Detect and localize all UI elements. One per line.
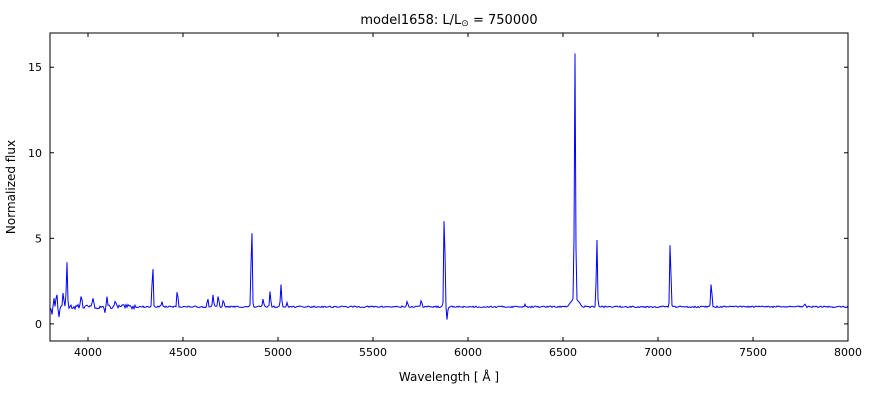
x-tick-label: 4000 [74, 346, 102, 359]
chart-title-prefix: model1658: L/L [360, 13, 462, 28]
axis-ticks: 4000 4500 5000 5500 6000 6500 7000 7500 8000 0 5 10… [28, 33, 862, 359]
y-tick-label: 10 [28, 147, 42, 160]
chart-title: model1658: L/L⊙ = 750000 [360, 13, 537, 29]
spectrum-line [49, 53, 849, 320]
x-tick-label: 7000 [644, 346, 672, 359]
x-tick-label: 4500 [169, 346, 197, 359]
plot-area [50, 33, 848, 341]
axes-frame [49, 32, 849, 342]
x-tick-label: 7500 [739, 346, 767, 359]
x-tick-label: 8000 [834, 346, 862, 359]
y-tick-label: 15 [28, 61, 42, 74]
x-tick-label: 5000 [264, 346, 292, 359]
y-axis-label: Normalized flux [4, 140, 18, 234]
y-tick-label: 5 [35, 232, 42, 245]
chart-title-suffix: = 750000 [469, 13, 538, 28]
x-axis-label: Wavelength [ Å ] [399, 369, 499, 384]
x-tick-label: 6000 [454, 346, 482, 359]
y-tick-label: 0 [35, 318, 42, 331]
sun-symbol-subscript: ⊙ [461, 19, 469, 29]
x-tick-label: 5500 [359, 346, 387, 359]
x-tick-label: 6500 [549, 346, 577, 359]
